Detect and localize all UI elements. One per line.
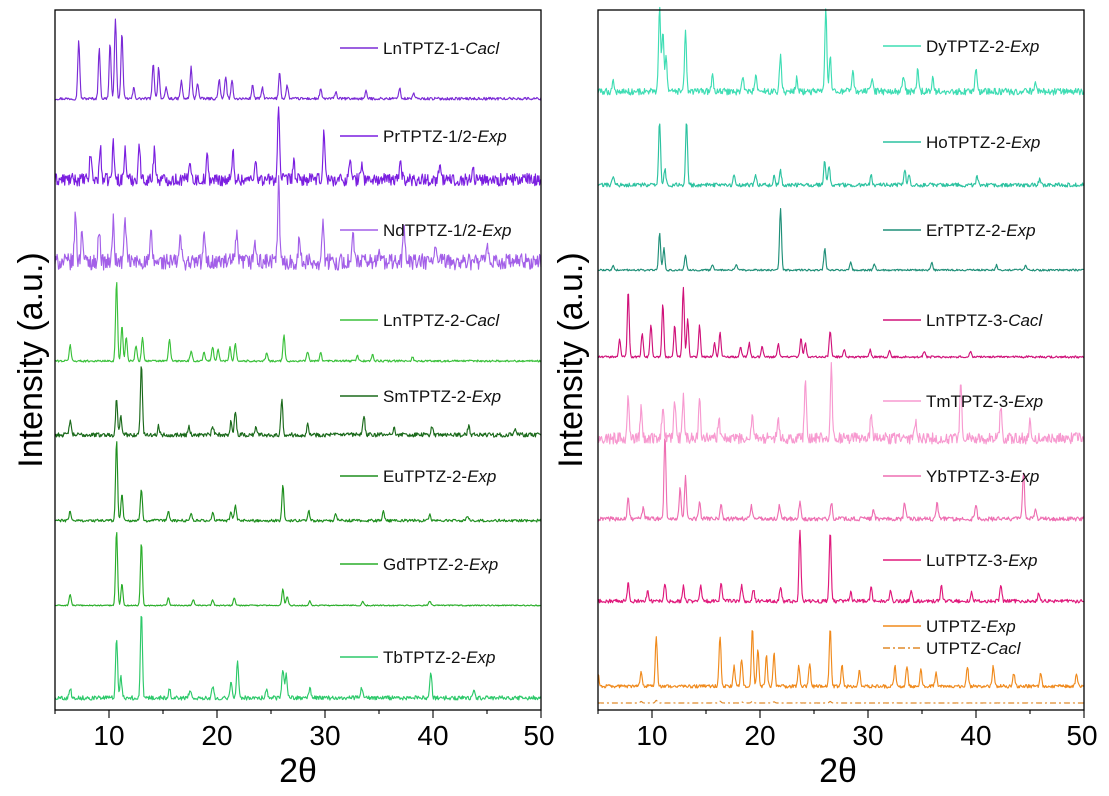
right-tick-label-10: 10: [636, 720, 667, 751]
right-tick-label-50: 50: [1066, 720, 1097, 751]
left-panel: LnTPTZ-1-Cacl PrTPTZ-1/2-Exp NdTPTZ-1/2-Ex…: [12, 9, 555, 790]
left-series-4: [54, 366, 542, 438]
left-series-6: [54, 532, 542, 607]
right-series-2: [598, 208, 1085, 272]
left-y-axis-title: Intensity (a.u.): [12, 252, 50, 467]
left-plot-frame: [54, 9, 542, 711]
right-bottom-legend-0-label: UTPTZ-Exp: [926, 617, 1016, 636]
left-series-1: [54, 106, 542, 187]
right-tick-label-40: 40: [960, 720, 991, 751]
left-tick-label-10: 10: [93, 720, 124, 751]
right-panel: DyTPTZ-2-Exp HoTPTZ-2-Exp ErTPTZ-2-Exp LnTP…: [552, 6, 1098, 790]
left-series-0: [54, 18, 542, 101]
left-series-2: [54, 175, 542, 271]
left-legend-7-label: TbTPTZ-2-Exp: [383, 648, 495, 667]
left-series-3: [54, 282, 542, 363]
right-series-1: [597, 123, 1085, 188]
right-legend-5-label: YbTPTZ-3-Exp: [926, 467, 1039, 486]
right-legend-4-label: TmTPTZ-3-Exp: [926, 392, 1043, 411]
right-y-axis-title: Intensity (a.u.): [552, 252, 590, 467]
left-series-7: [54, 615, 542, 701]
left-tick-label-20: 20: [201, 720, 232, 751]
left-legend-5-label: EuTPTZ-2-Exp: [383, 467, 496, 486]
left-legend-6-label: GdTPTZ-2-Exp: [383, 555, 498, 574]
left-series-5: [54, 441, 542, 523]
left-legend-1-label: PrTPTZ-1/2-Exp: [383, 127, 507, 146]
left-legend-2-label: NdTPTZ-1/2-Exp: [383, 221, 511, 240]
left-traces: [54, 18, 542, 701]
right-series-0: [597, 6, 1085, 96]
right-legend-3-label: LnTPTZ-3-Cacl: [926, 311, 1043, 330]
left-x-axis-title: 2θ: [279, 752, 317, 790]
right-plot-frame: [597, 9, 1085, 711]
left-legend-0-label: LnTPTZ-1-Cacl: [383, 39, 500, 58]
right-x-ticks: 10 20 30 40 50: [597, 710, 1098, 751]
right-traces: [597, 6, 1085, 704]
right-legend-6-label: LuTPTZ-3-Exp: [926, 551, 1037, 570]
right-series-4: [597, 362, 1085, 445]
right-tick-label-30: 30: [852, 720, 883, 751]
left-x-ticks: 10 20 30 40 50: [54, 710, 555, 751]
left-tick-label-30: 30: [309, 720, 340, 751]
right-series-5: [597, 438, 1085, 522]
left-legend-4-label: SmTPTZ-2-Exp: [383, 387, 501, 406]
left-tick-label-40: 40: [417, 720, 448, 751]
right-legend-2-label: ErTPTZ-2-Exp: [926, 221, 1036, 240]
right-tick-label-20: 20: [744, 720, 775, 751]
left-legend: LnTPTZ-1-Cacl PrTPTZ-1/2-Exp NdTPTZ-1/2-Ex…: [340, 39, 511, 667]
right-legend-0-label: DyTPTZ-2-Exp: [926, 37, 1039, 56]
left-tick-label-50: 50: [523, 720, 554, 751]
right-series-3: [597, 286, 1085, 359]
left-legend-3-label: LnTPTZ-2-Cacl: [383, 311, 500, 330]
right-bottom-series-1: [598, 699, 1084, 704]
right-series-6: [597, 529, 1085, 604]
right-bottom-series-0: [597, 630, 1085, 689]
right-x-axis-title: 2θ: [819, 752, 857, 790]
right-legend: DyTPTZ-2-Exp HoTPTZ-2-Exp ErTPTZ-2-Exp LnTP…: [883, 37, 1043, 658]
right-legend-1-label: HoTPTZ-2-Exp: [926, 133, 1040, 152]
right-bottom-legend-1-label: UTPTZ-Cacl: [926, 639, 1022, 658]
